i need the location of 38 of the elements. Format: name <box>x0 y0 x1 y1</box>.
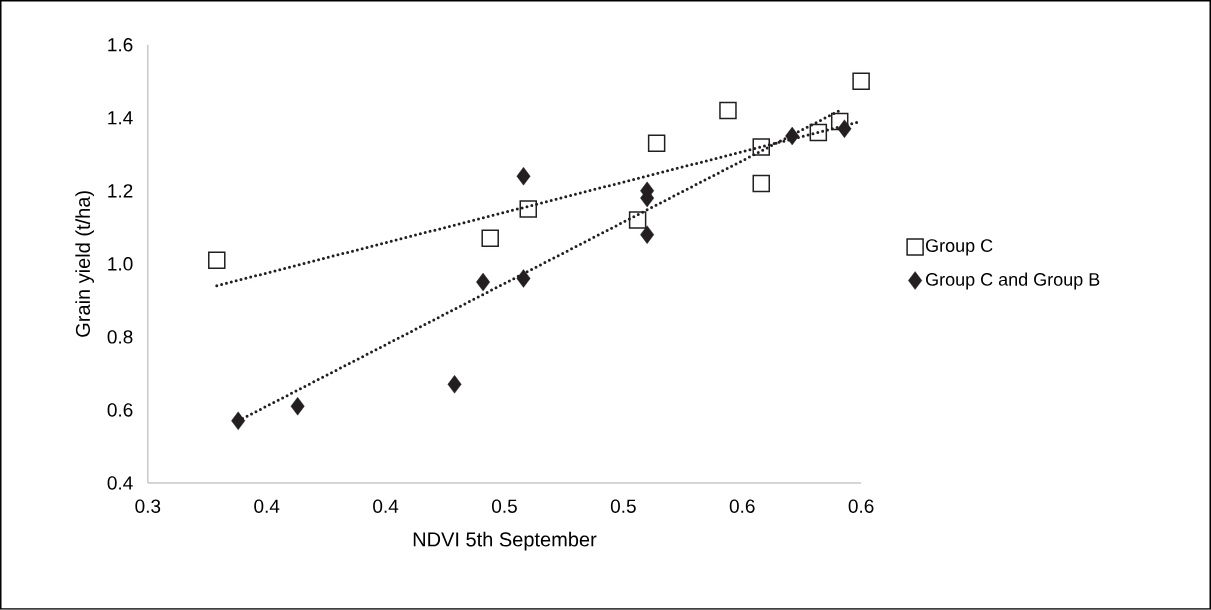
point <box>647 134 666 153</box>
point <box>481 229 499 248</box>
point <box>447 375 462 394</box>
y-tick-label: 1.4 <box>108 111 133 125</box>
x-tick-label: 0.5 <box>610 499 636 514</box>
point <box>830 112 849 131</box>
y-tick-label: 0.4 <box>107 476 133 490</box>
y-tick-label: 1.2 <box>108 184 133 198</box>
point <box>519 200 537 218</box>
x-tick-label: 0.4 <box>373 499 399 514</box>
point <box>290 397 305 416</box>
point <box>516 269 531 288</box>
x-tick-label: 0.5 <box>492 499 517 514</box>
point <box>852 72 870 91</box>
y-tick-label: 1.6 <box>108 38 133 52</box>
point <box>231 411 246 431</box>
legend-label: Group C and Group B <box>926 272 1100 290</box>
point <box>208 251 226 270</box>
point <box>719 101 737 120</box>
point <box>752 174 771 193</box>
y-axis-title: Grain yield (t/ha) <box>75 191 94 337</box>
x-tick-label: 0.6 <box>848 499 874 514</box>
x-tick-label: 0.3 <box>135 499 161 514</box>
point <box>785 126 800 146</box>
point <box>809 123 828 142</box>
y-tick-label: 0.6 <box>107 403 133 417</box>
legend-label: Group C <box>926 239 993 256</box>
point <box>752 138 771 156</box>
y-tick-label: 1.0 <box>108 257 133 271</box>
point <box>628 211 647 229</box>
point <box>640 225 655 244</box>
point <box>476 273 491 292</box>
x-tick-label: 0.6 <box>729 499 755 514</box>
point <box>516 167 531 186</box>
point <box>837 119 852 139</box>
x-tick-label: 0.4 <box>254 499 280 514</box>
y-tick-label: 0.8 <box>107 330 133 344</box>
x-axis-title: NDVI 5th September <box>413 531 597 551</box>
